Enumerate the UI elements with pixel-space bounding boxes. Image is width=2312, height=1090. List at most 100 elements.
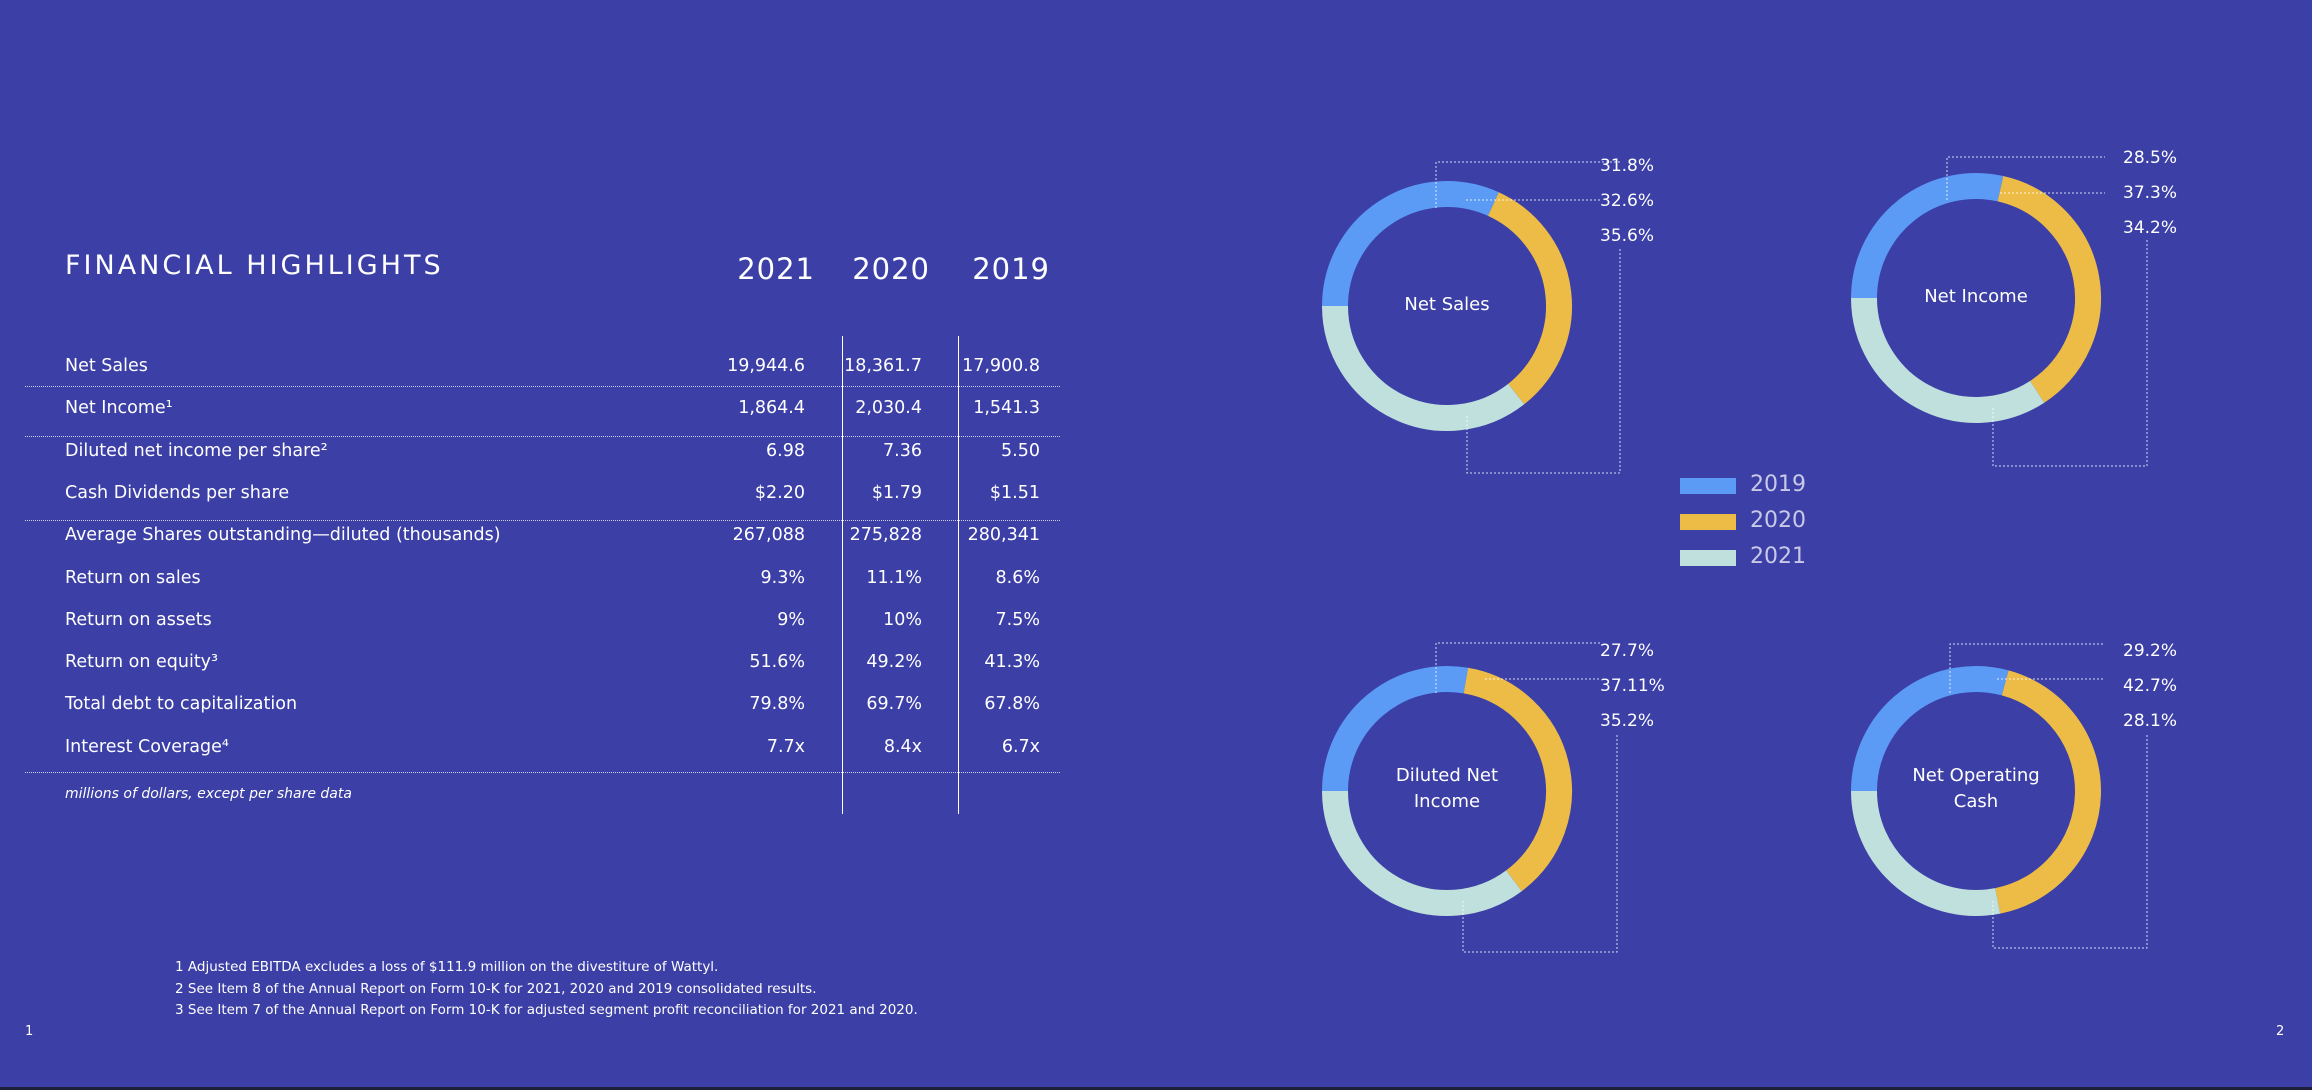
row-separator xyxy=(25,386,1060,387)
pct-label: 28.5% xyxy=(2123,148,2178,168)
row-value-2021: 267,088 xyxy=(732,525,805,545)
row-value-2019: 5.50 xyxy=(1001,441,1040,461)
row-label: Average Shares outstanding—diluted (thou… xyxy=(65,525,501,545)
row-label: Net Sales xyxy=(65,356,148,376)
column-divider xyxy=(958,336,959,814)
donut-title-diluted-net-income: Diluted Net Income xyxy=(1395,765,1499,812)
pct-label: 42.7% xyxy=(2123,676,2178,696)
donut-slice-2019 xyxy=(1322,181,1499,307)
row-value-2021: 79.8% xyxy=(749,694,805,714)
row-value-2021: 7.7x xyxy=(766,737,805,757)
row-value-2020: $1.79 xyxy=(871,483,922,503)
pct-label: 27.7% xyxy=(1600,641,1655,661)
pct-label: 32.6% xyxy=(1600,191,1655,211)
leader-line xyxy=(1435,161,1620,208)
year-header-2021: 2021 xyxy=(737,252,815,286)
leader-line xyxy=(1435,642,1600,693)
pct-label: 35.2% xyxy=(1600,711,1655,731)
donut-slice-2021 xyxy=(1851,790,2001,916)
leader-line xyxy=(1462,733,1618,953)
row-separator xyxy=(25,436,1060,437)
donut-slice-2020 xyxy=(1994,670,2101,914)
donut-slice-2021 xyxy=(1322,790,1522,916)
page-number-left: 1 xyxy=(25,1024,34,1039)
row-value-2020: 69.7% xyxy=(866,694,922,714)
row-value-2020: 10% xyxy=(883,610,922,630)
row-separator xyxy=(25,772,1060,773)
leader-line xyxy=(1992,240,2148,467)
donut-slice-2020 xyxy=(1997,176,2101,403)
row-value-2021: 9% xyxy=(777,610,805,630)
row-label: Total debt to capitalization xyxy=(65,694,298,714)
legend-label-2020: 2020 xyxy=(1750,508,1806,533)
row-value-2020: 2,030.4 xyxy=(855,398,922,418)
donut-slice-2019 xyxy=(1851,666,2009,792)
row-value-2020: 8.4x xyxy=(883,737,922,757)
page-title: FINANCIAL HIGHLIGHTS xyxy=(65,250,444,281)
column-divider xyxy=(842,336,843,814)
row-value-2019: 8.6% xyxy=(995,568,1040,588)
page-number-right: 2 xyxy=(2276,1024,2285,1039)
row-value-2020: 275,828 xyxy=(849,525,922,545)
donut-title-net-income: Net Income xyxy=(1924,286,2028,307)
pct-label: 28.1% xyxy=(2123,711,2178,731)
row-separator xyxy=(25,520,1060,521)
row-label: Return on assets xyxy=(65,610,212,630)
legend-label-2019: 2019 xyxy=(1750,472,1806,497)
row-label: Return on sales xyxy=(65,568,201,588)
donut-title-net-operating-cash: Net Operating Cash xyxy=(1912,765,2040,812)
row-value-2021: 51.6% xyxy=(749,652,805,672)
donut-slice-2020 xyxy=(1487,192,1572,405)
row-label: Interest Coverage⁴ xyxy=(65,737,229,757)
pct-label: 37.11% xyxy=(1600,676,1665,696)
row-value-2019: 1,541.3 xyxy=(973,398,1040,418)
row-value-2019: $1.51 xyxy=(989,483,1040,503)
bottom-edge xyxy=(0,1087,2312,1090)
leader-line xyxy=(1946,156,2105,200)
donut-slice-2020 xyxy=(1463,667,1572,892)
year-header-2020: 2020 xyxy=(852,252,930,286)
row-value-2020: 18,361.7 xyxy=(844,356,922,376)
row-value-2019: 17,900.8 xyxy=(962,356,1040,376)
row-value-2019: 41.3% xyxy=(984,652,1040,672)
donut-title-net-sales: Net Sales xyxy=(1404,294,1490,315)
row-value-2021: 19,944.6 xyxy=(727,356,805,376)
row-value-2021: 9.3% xyxy=(760,568,805,588)
row-value-2020: 7.36 xyxy=(883,441,922,461)
pct-label: 29.2% xyxy=(2123,641,2178,661)
table-note: millions of dollars, except per share da… xyxy=(65,786,352,802)
row-value-2019: 67.8% xyxy=(984,694,1040,714)
row-value-2020: 11.1% xyxy=(866,568,922,588)
legend-swatch-2019 xyxy=(1680,478,1736,494)
row-label: Diluted net income per share² xyxy=(65,441,328,461)
leader-line xyxy=(1466,248,1621,474)
row-value-2019: 7.5% xyxy=(995,610,1040,630)
legend-swatch-2021 xyxy=(1680,550,1736,566)
row-value-2021: 6.98 xyxy=(766,441,805,461)
legend-label-2021: 2021 xyxy=(1750,544,1806,569)
row-label: Net Income¹ xyxy=(65,398,173,418)
donut-slice-2021 xyxy=(1851,297,2045,423)
footnote-3: 3 See Item 7 of the Annual Report on For… xyxy=(175,1002,918,1018)
row-value-2019: 6.7x xyxy=(1001,737,1040,757)
row-label: Cash Dividends per share xyxy=(65,483,290,503)
pct-label: 34.2% xyxy=(2123,218,2178,238)
row-value-2020: 49.2% xyxy=(866,652,922,672)
footnote-1: 1 Adjusted EBITDA excludes a loss of $11… xyxy=(175,959,719,975)
row-value-2021: 1,864.4 xyxy=(738,398,805,418)
year-header-2019: 2019 xyxy=(972,252,1050,286)
pct-label: 31.8% xyxy=(1600,156,1655,176)
donut-slice-2019 xyxy=(1322,666,1469,792)
donut-slice-2021 xyxy=(1322,305,1525,431)
legend-swatch-2020 xyxy=(1680,514,1736,530)
donut-slice-2019 xyxy=(1851,173,2004,299)
row-value-2021: $2.20 xyxy=(754,483,805,503)
pct-label: 37.3% xyxy=(2123,183,2178,203)
footnote-2: 2 See Item 8 of the Annual Report on For… xyxy=(175,981,817,997)
pct-label: 35.6% xyxy=(1600,226,1655,246)
row-value-2019: 280,341 xyxy=(967,525,1040,545)
leader-line xyxy=(1949,643,2105,693)
leader-line xyxy=(1992,733,2148,949)
row-label: Return on equity³ xyxy=(65,652,219,672)
